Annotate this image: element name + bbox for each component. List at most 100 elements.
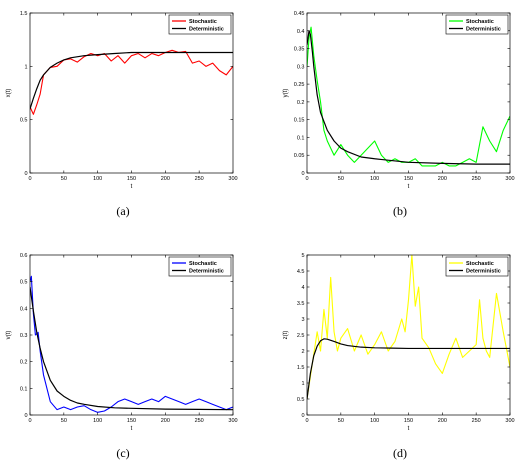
x-axis-label: t [408,184,410,190]
y-tick-label: 2.5 [297,333,305,339]
y-tick-label: 0.2 [297,100,305,106]
y-axis-label: x(t) [6,89,12,98]
x-tick-label: 50 [61,176,67,182]
legend: Stochastic Deterministic [445,14,509,35]
plot-frame [29,12,234,174]
x-tick-label: 200 [161,176,170,182]
legend-entry: Deterministic [189,27,224,33]
x-tick-label: 0 [28,176,31,182]
y-tick-label: 0 [301,171,304,177]
x-tick-label: 50 [338,176,344,182]
chart-panel: 0 50 100 150 200 250 300 0 0.5 1 1.5 2 2.5 3 3.5 4 4.5 5 t… [283,253,515,460]
y-tick-label: 0.5 [297,397,305,403]
y-tick-label: 2 [301,349,304,355]
y-axis-label: v(t) [6,331,12,340]
y-tick-label: 0.3 [20,333,28,339]
x-tick-label: 150 [404,176,413,182]
y-tick-label: 0.5 [20,118,28,124]
legend-box [168,256,232,277]
x-tick-label: 150 [404,418,413,424]
y-tick-label: 1 [301,381,304,387]
y-tick-label: 0.25 [294,82,305,88]
y-tick-label: 3 [301,317,304,323]
y-tick-label: 0.05 [294,153,305,159]
series-line [30,51,233,110]
series-line [307,30,510,165]
x-axis-label: t [131,426,133,432]
series-line [30,49,233,115]
y-tick-label: 0.4 [297,29,305,35]
y-tick-label: 0.2 [20,360,28,366]
y-tick-label: 3.5 [297,301,305,307]
y-tick-label: 1 [24,64,27,70]
y-tick-label: 1.5 [297,365,305,371]
y-tick-label: 4.5 [297,269,305,275]
y-axis-label: z(t) [283,331,289,340]
y-tick-label: 0.35 [294,47,305,53]
plot-frame [29,254,234,416]
x-tick-label: 100 [370,176,379,182]
x-tick-label: 300 [228,418,237,424]
x-tick-label: 200 [161,418,170,424]
y-axis-label: y(t) [283,89,289,98]
y-tick-label: 0.1 [20,386,28,392]
x-tick-label: 0 [28,418,31,424]
x-tick-label: 100 [93,176,102,182]
x-tick-label: 250 [472,176,481,182]
y-tick-label: 0.45 [294,11,305,17]
chart-panel: 0 50 100 150 200 250 300 0 0.5 1 1.5 t x(t) Stochasti… [6,11,238,218]
x-tick-label: 0 [305,418,308,424]
x-tick-label: 300 [228,176,237,182]
y-tick-label: 0.4 [20,306,28,312]
y-tick-label: 0.6 [20,253,28,259]
chart-panel: 0 50 100 150 200 250 300 0 0.1 0.2 0.3 0.4 0.5 0.6 t v(… [6,253,238,460]
x-tick-label: 200 [438,176,447,182]
series-line [307,338,510,400]
x-tick-label: 300 [505,176,514,182]
x-tick-label: 100 [370,418,379,424]
legend: Stochastic Deterministic [168,14,232,35]
x-tick-label: 150 [127,176,136,182]
subfigure-caption: (b) [393,204,407,218]
legend-entry: Stochastic [189,261,217,267]
y-tick-label: 0 [24,413,27,419]
legend-box [168,14,232,35]
x-tick-label: 50 [61,418,67,424]
subfigure-caption: (c) [116,446,129,460]
legend-entry: Stochastic [189,19,217,25]
series-line [30,286,233,411]
subfigure-caption: (a) [116,204,129,218]
legend-entry: Deterministic [189,269,224,275]
x-axis-label: t [131,184,133,190]
x-tick-label: 200 [438,418,447,424]
legend-box [445,256,509,277]
legend: Stochastic Deterministic [168,256,232,277]
x-tick-label: 0 [305,176,308,182]
series-line [307,255,510,400]
chart-panel: 0 50 100 150 200 250 300 0 0.05 0.1 0.15 0.2 0.25 0.3… [283,11,515,218]
y-tick-label: 4 [301,285,304,291]
x-tick-label: 250 [195,418,204,424]
plot-frame [306,254,511,416]
series-line [30,275,233,413]
y-tick-label: 0.15 [294,118,305,124]
x-tick-label: 250 [195,176,204,182]
legend-entry: Deterministic [466,269,501,275]
y-tick-label: 0 [301,413,304,419]
legend-entry: Stochastic [466,261,494,267]
y-tick-label: 0.3 [297,64,305,70]
y-tick-label: 5 [301,253,304,259]
legend: Stochastic Deterministic [445,256,509,277]
legend-box [445,14,509,35]
legend-entry: Deterministic [466,27,501,33]
y-tick-label: 1.5 [20,11,28,17]
x-tick-label: 100 [93,418,102,424]
y-tick-label: 0 [24,171,27,177]
x-tick-label: 300 [505,418,514,424]
y-tick-label: 0.5 [20,280,28,286]
legend-entry: Stochastic [466,19,494,25]
y-tick-label: 0.1 [297,135,305,141]
x-tick-label: 250 [472,418,481,424]
subfigure-caption: (d) [393,446,407,460]
